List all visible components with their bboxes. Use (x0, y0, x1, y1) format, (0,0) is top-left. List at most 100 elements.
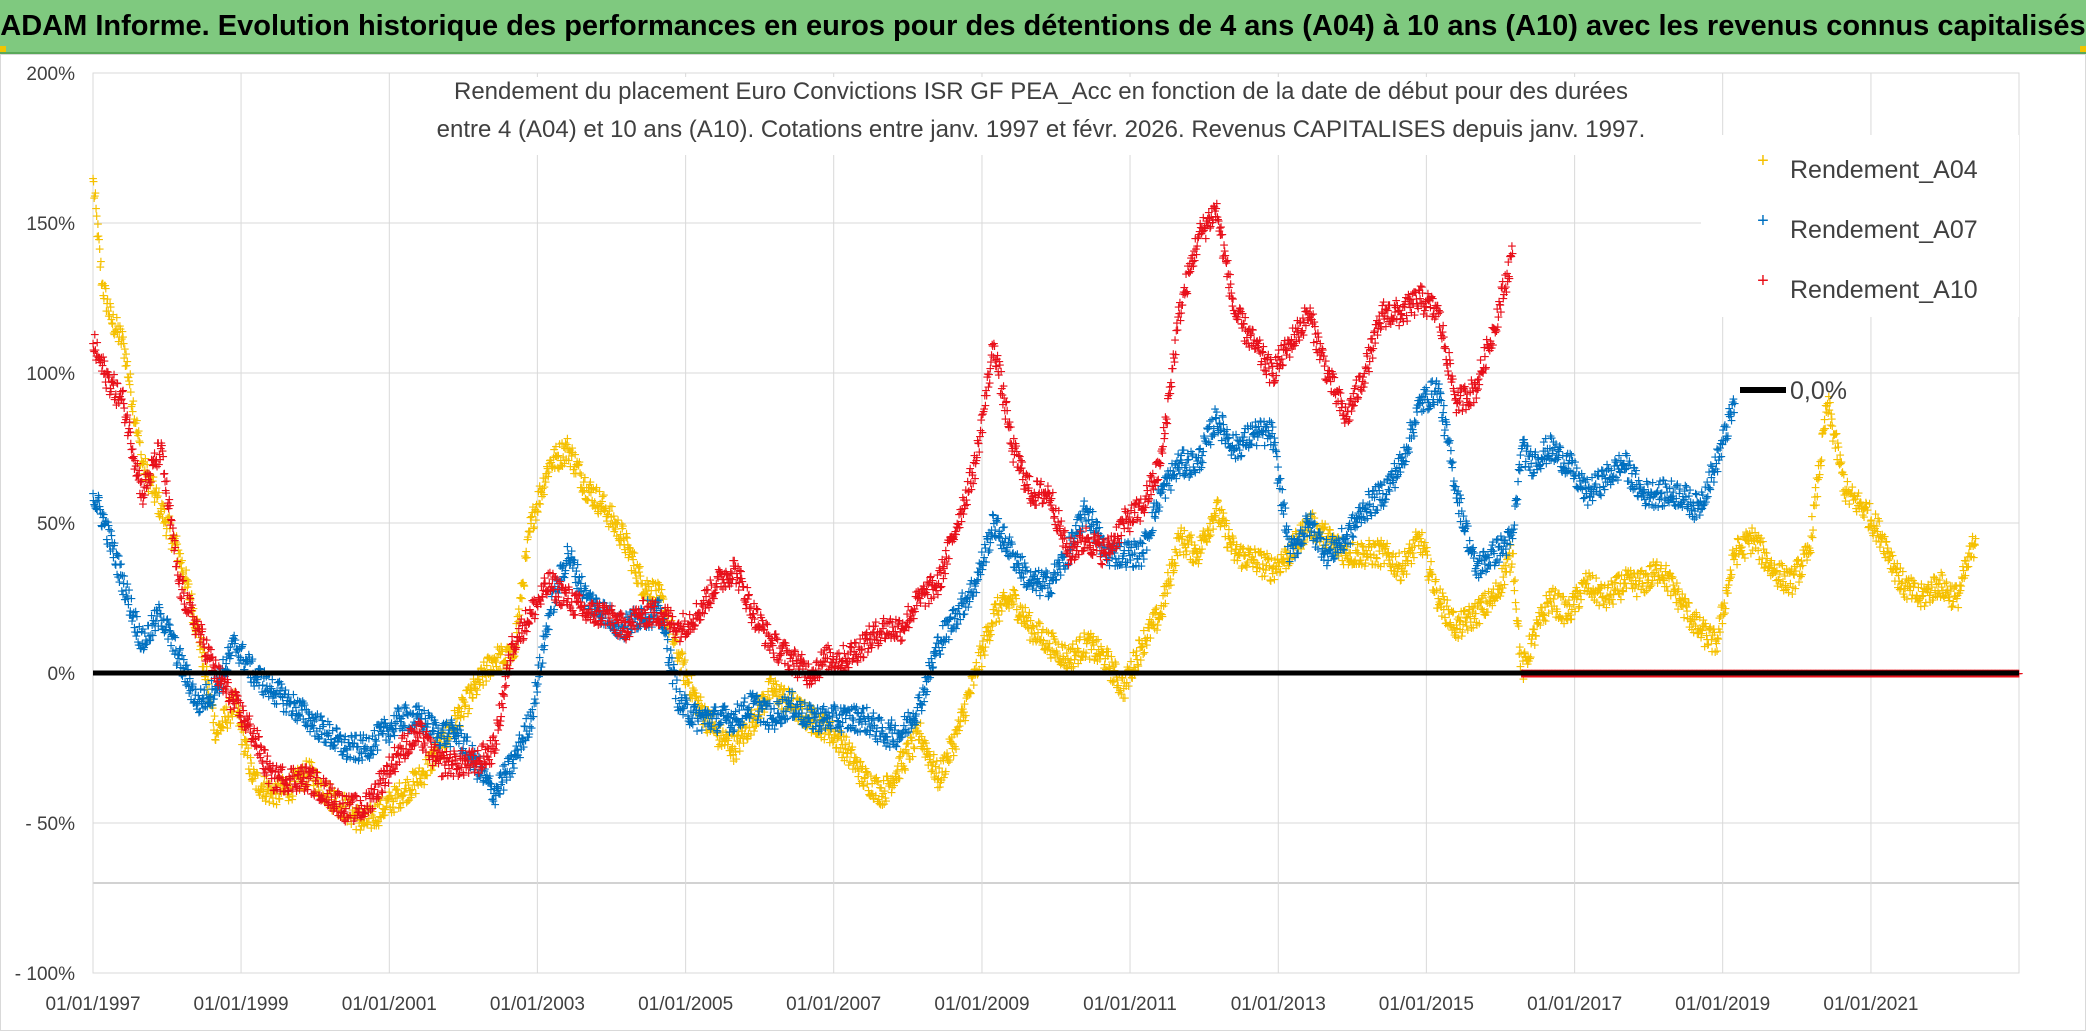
data-point: + (503, 640, 512, 657)
data-point: + (322, 776, 331, 793)
data-point: + (576, 480, 585, 497)
data-point: + (478, 678, 487, 695)
data-point: + (123, 354, 132, 371)
data-point: + (951, 741, 960, 758)
data-point: + (220, 701, 229, 718)
data-point: + (292, 769, 301, 786)
data-point: + (447, 722, 456, 739)
data-point: + (1434, 591, 1443, 608)
data-point: + (300, 764, 309, 781)
data-point: + (227, 704, 236, 721)
data-point: + (254, 783, 263, 800)
data-point: + (421, 752, 430, 769)
data-point: + (1008, 591, 1017, 608)
data-point: + (162, 528, 171, 545)
data-point: + (181, 571, 190, 588)
data-point: + (547, 459, 556, 476)
data-point: + (374, 818, 383, 835)
data-point: + (147, 473, 156, 490)
data-point: + (563, 431, 572, 448)
data-point: + (269, 796, 278, 813)
data-point: + (538, 481, 547, 498)
data-point: + (348, 802, 357, 819)
data-point: + (381, 793, 390, 810)
data-point: + (562, 437, 571, 454)
data-point: + (277, 783, 286, 800)
data-point: + (419, 777, 428, 794)
data-point: + (97, 277, 106, 294)
data-point: + (360, 816, 369, 833)
data-point: + (272, 797, 281, 814)
data-point: + (191, 621, 200, 638)
data-point: + (159, 516, 168, 533)
data-point: + (387, 791, 396, 808)
data-point: + (573, 456, 582, 473)
data-point: + (89, 174, 98, 191)
data-point: + (499, 655, 508, 672)
data-point: + (443, 730, 452, 747)
data-point: + (147, 486, 156, 503)
data-point: + (1360, 546, 1369, 563)
data-point: + (1786, 576, 1795, 593)
data-point: + (416, 775, 425, 792)
data-point: + (370, 798, 379, 815)
data-point: + (165, 521, 174, 538)
data-point: + (112, 321, 121, 338)
data-point: + (252, 765, 261, 782)
data-point: + (444, 731, 453, 748)
data-point: + (1508, 546, 1517, 563)
data-point: + (88, 171, 97, 188)
data-point: + (183, 573, 192, 590)
data-point: + (166, 532, 175, 549)
data-point: + (387, 805, 396, 822)
data-point: + (107, 315, 116, 332)
data-point: + (548, 460, 557, 477)
data-point: + (255, 788, 264, 805)
data-point: + (520, 578, 529, 595)
data-point: + (338, 810, 347, 827)
data-point: + (194, 622, 203, 639)
data-point: + (378, 801, 387, 818)
page-title: ADAM Informe. Evolution historique des p… (0, 0, 2086, 52)
data-point: + (104, 308, 113, 325)
data-point: + (218, 720, 227, 737)
data-point: + (518, 575, 527, 592)
data-point: + (326, 783, 335, 800)
data-point: + (118, 324, 127, 341)
data-point: + (441, 737, 450, 754)
data-point: + (590, 494, 599, 511)
data-point: + (353, 804, 362, 821)
data-point: + (238, 717, 247, 734)
data-point: + (532, 497, 541, 514)
data-point: + (961, 708, 970, 725)
data-point: + (549, 442, 558, 459)
data-point: + (472, 682, 481, 699)
data-point: + (324, 787, 333, 804)
data-point: + (379, 808, 388, 825)
data-point: + (139, 455, 148, 472)
data-point: + (329, 799, 338, 816)
data-point: + (289, 769, 298, 786)
data-point: + (391, 791, 400, 808)
data-point: + (525, 524, 534, 541)
data-point: + (99, 291, 108, 308)
data-point: + (600, 501, 609, 518)
data-point: + (441, 739, 450, 756)
data-point: + (218, 714, 227, 731)
data-point: + (175, 556, 184, 573)
data-point: + (274, 791, 283, 808)
data-point: + (539, 487, 548, 504)
data-point: + (1693, 621, 1702, 638)
data-point: + (163, 512, 172, 529)
data-point: + (515, 608, 524, 625)
data-point: + (116, 321, 125, 338)
data-point: + (144, 484, 153, 501)
data-point: + (264, 782, 273, 799)
data-point: + (581, 491, 590, 508)
data-point: + (364, 811, 373, 828)
x-tick-label: 01/01/2019 (1675, 994, 1770, 1015)
data-point: + (495, 642, 504, 659)
data-point: + (341, 801, 350, 818)
data-point: + (248, 771, 257, 788)
data-point: + (473, 672, 482, 689)
